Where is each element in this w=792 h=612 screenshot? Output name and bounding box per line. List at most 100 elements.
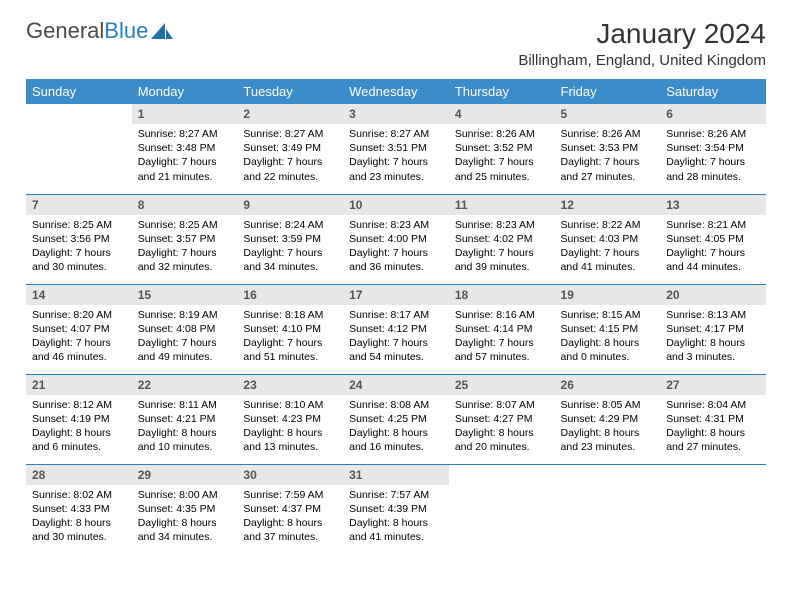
day-number: 1 [132, 104, 238, 124]
calendar-row: 7Sunrise: 8:25 AMSunset: 3:56 PMDaylight… [26, 194, 766, 284]
weekday-header: Tuesday [237, 79, 343, 104]
calendar-cell: 13Sunrise: 8:21 AMSunset: 4:05 PMDayligh… [660, 194, 766, 284]
calendar-cell: 1Sunrise: 8:27 AMSunset: 3:48 PMDaylight… [132, 104, 238, 194]
day-details: Sunrise: 8:11 AMSunset: 4:21 PMDaylight:… [132, 395, 238, 461]
day-number: 16 [237, 285, 343, 305]
day-number: 26 [555, 375, 661, 395]
day-details: Sunrise: 8:26 AMSunset: 3:54 PMDaylight:… [660, 124, 766, 190]
day-number: 8 [132, 195, 238, 215]
day-details: Sunrise: 8:13 AMSunset: 4:17 PMDaylight:… [660, 305, 766, 371]
calendar-cell: 12Sunrise: 8:22 AMSunset: 4:03 PMDayligh… [555, 194, 661, 284]
day-number: 30 [237, 465, 343, 485]
calendar-cell: 8Sunrise: 8:25 AMSunset: 3:57 PMDaylight… [132, 194, 238, 284]
title-block: January 2024 Billingham, England, United… [518, 18, 766, 69]
calendar-cell: 16Sunrise: 8:18 AMSunset: 4:10 PMDayligh… [237, 284, 343, 374]
day-details: Sunrise: 8:10 AMSunset: 4:23 PMDaylight:… [237, 395, 343, 461]
logo: GeneralBlue [26, 18, 173, 44]
day-number: 3 [343, 104, 449, 124]
calendar-body: 1Sunrise: 8:27 AMSunset: 3:48 PMDaylight… [26, 104, 766, 554]
day-details: Sunrise: 8:00 AMSunset: 4:35 PMDaylight:… [132, 485, 238, 551]
weekday-header: Sunday [26, 79, 132, 104]
calendar-table: SundayMondayTuesdayWednesdayThursdayFrid… [26, 79, 766, 554]
day-number: 23 [237, 375, 343, 395]
calendar-cell: 31Sunrise: 7:57 AMSunset: 4:39 PMDayligh… [343, 464, 449, 554]
day-details: Sunrise: 7:59 AMSunset: 4:37 PMDaylight:… [237, 485, 343, 551]
calendar-cell: 20Sunrise: 8:13 AMSunset: 4:17 PMDayligh… [660, 284, 766, 374]
weekday-header: Wednesday [343, 79, 449, 104]
calendar-cell: 10Sunrise: 8:23 AMSunset: 4:00 PMDayligh… [343, 194, 449, 284]
day-number: 2 [237, 104, 343, 124]
day-number: 29 [132, 465, 238, 485]
day-details: Sunrise: 8:27 AMSunset: 3:51 PMDaylight:… [343, 124, 449, 190]
day-details: Sunrise: 8:27 AMSunset: 3:48 PMDaylight:… [132, 124, 238, 190]
day-number: 11 [449, 195, 555, 215]
day-details: Sunrise: 8:23 AMSunset: 4:00 PMDaylight:… [343, 215, 449, 281]
calendar-cell: 17Sunrise: 8:17 AMSunset: 4:12 PMDayligh… [343, 284, 449, 374]
calendar-cell: 27Sunrise: 8:04 AMSunset: 4:31 PMDayligh… [660, 374, 766, 464]
day-details: Sunrise: 8:04 AMSunset: 4:31 PMDaylight:… [660, 395, 766, 461]
logo-sail-icon [151, 22, 173, 40]
header: GeneralBlue January 2024 Billingham, Eng… [26, 18, 766, 69]
day-number: 10 [343, 195, 449, 215]
day-number: 22 [132, 375, 238, 395]
day-number: 31 [343, 465, 449, 485]
day-details: Sunrise: 8:18 AMSunset: 4:10 PMDaylight:… [237, 305, 343, 371]
weekday-header: Saturday [660, 79, 766, 104]
weekday-header: Thursday [449, 79, 555, 104]
day-details: Sunrise: 8:07 AMSunset: 4:27 PMDaylight:… [449, 395, 555, 461]
calendar-cell: 9Sunrise: 8:24 AMSunset: 3:59 PMDaylight… [237, 194, 343, 284]
day-number: 4 [449, 104, 555, 124]
calendar-cell: 3Sunrise: 8:27 AMSunset: 3:51 PMDaylight… [343, 104, 449, 194]
day-details: Sunrise: 8:05 AMSunset: 4:29 PMDaylight:… [555, 395, 661, 461]
calendar-cell: 4Sunrise: 8:26 AMSunset: 3:52 PMDaylight… [449, 104, 555, 194]
day-number: 6 [660, 104, 766, 124]
calendar-cell: 24Sunrise: 8:08 AMSunset: 4:25 PMDayligh… [343, 374, 449, 464]
calendar-row: 21Sunrise: 8:12 AMSunset: 4:19 PMDayligh… [26, 374, 766, 464]
day-number: 12 [555, 195, 661, 215]
logo-text-1: General [26, 18, 104, 44]
day-number: 13 [660, 195, 766, 215]
calendar-cell: 11Sunrise: 8:23 AMSunset: 4:02 PMDayligh… [449, 194, 555, 284]
day-details: Sunrise: 8:16 AMSunset: 4:14 PMDaylight:… [449, 305, 555, 371]
day-number: 7 [26, 195, 132, 215]
weekday-header: Monday [132, 79, 238, 104]
month-title: January 2024 [518, 18, 766, 50]
day-details: Sunrise: 8:22 AMSunset: 4:03 PMDaylight:… [555, 215, 661, 281]
day-number: 17 [343, 285, 449, 305]
calendar-cell: 28Sunrise: 8:02 AMSunset: 4:33 PMDayligh… [26, 464, 132, 554]
day-details: Sunrise: 8:19 AMSunset: 4:08 PMDaylight:… [132, 305, 238, 371]
location: Billingham, England, United Kingdom [518, 52, 766, 69]
calendar-cell: 6Sunrise: 8:26 AMSunset: 3:54 PMDaylight… [660, 104, 766, 194]
calendar-cell: 2Sunrise: 8:27 AMSunset: 3:49 PMDaylight… [237, 104, 343, 194]
calendar-row: 1Sunrise: 8:27 AMSunset: 3:48 PMDaylight… [26, 104, 766, 194]
day-details: Sunrise: 8:24 AMSunset: 3:59 PMDaylight:… [237, 215, 343, 281]
calendar-cell [26, 104, 132, 194]
day-number: 14 [26, 285, 132, 305]
calendar-cell: 7Sunrise: 8:25 AMSunset: 3:56 PMDaylight… [26, 194, 132, 284]
calendar-cell: 26Sunrise: 8:05 AMSunset: 4:29 PMDayligh… [555, 374, 661, 464]
day-details: Sunrise: 8:15 AMSunset: 4:15 PMDaylight:… [555, 305, 661, 371]
day-number: 27 [660, 375, 766, 395]
calendar-cell: 23Sunrise: 8:10 AMSunset: 4:23 PMDayligh… [237, 374, 343, 464]
day-details: Sunrise: 8:20 AMSunset: 4:07 PMDaylight:… [26, 305, 132, 371]
calendar-cell: 18Sunrise: 8:16 AMSunset: 4:14 PMDayligh… [449, 284, 555, 374]
calendar-cell [555, 464, 661, 554]
day-details: Sunrise: 7:57 AMSunset: 4:39 PMDaylight:… [343, 485, 449, 551]
calendar-cell: 30Sunrise: 7:59 AMSunset: 4:37 PMDayligh… [237, 464, 343, 554]
day-number: 15 [132, 285, 238, 305]
calendar-cell: 21Sunrise: 8:12 AMSunset: 4:19 PMDayligh… [26, 374, 132, 464]
day-number: 19 [555, 285, 661, 305]
day-details: Sunrise: 8:02 AMSunset: 4:33 PMDaylight:… [26, 485, 132, 551]
day-details: Sunrise: 8:12 AMSunset: 4:19 PMDaylight:… [26, 395, 132, 461]
weekday-header-row: SundayMondayTuesdayWednesdayThursdayFrid… [26, 79, 766, 104]
calendar-cell: 29Sunrise: 8:00 AMSunset: 4:35 PMDayligh… [132, 464, 238, 554]
calendar-cell [660, 464, 766, 554]
weekday-header: Friday [555, 79, 661, 104]
day-number: 20 [660, 285, 766, 305]
calendar-row: 14Sunrise: 8:20 AMSunset: 4:07 PMDayligh… [26, 284, 766, 374]
day-number: 9 [237, 195, 343, 215]
calendar-cell: 15Sunrise: 8:19 AMSunset: 4:08 PMDayligh… [132, 284, 238, 374]
calendar-cell: 25Sunrise: 8:07 AMSunset: 4:27 PMDayligh… [449, 374, 555, 464]
day-number: 24 [343, 375, 449, 395]
day-details: Sunrise: 8:25 AMSunset: 3:57 PMDaylight:… [132, 215, 238, 281]
